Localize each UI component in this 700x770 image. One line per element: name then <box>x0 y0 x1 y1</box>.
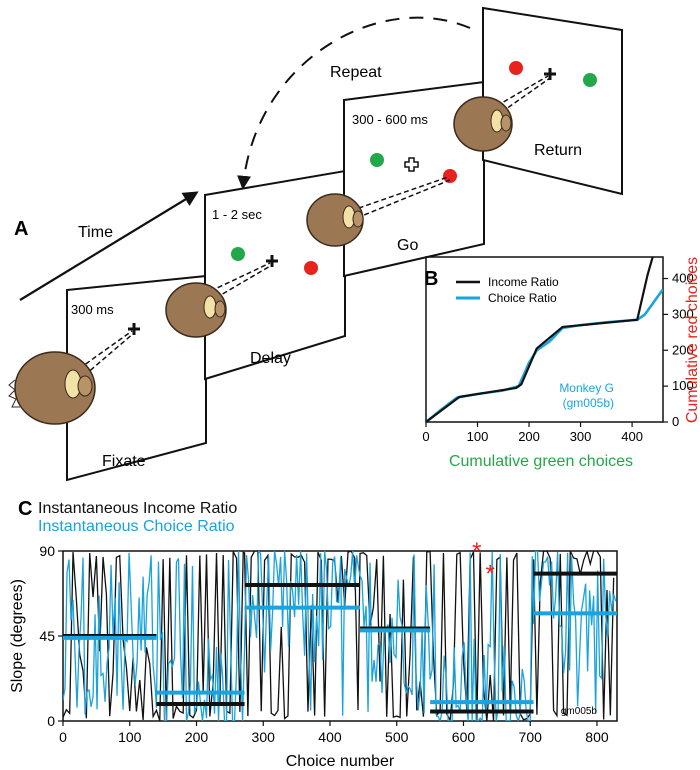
y-tick-label: 300 <box>672 306 694 321</box>
panel-c: C Instantaneous Income Ratio Instantaneo… <box>9 498 618 770</box>
screen-time-label: 300 - 600 ms <box>352 112 428 127</box>
x-tick-label: 300 <box>570 429 592 444</box>
x-tick-label: 100 <box>467 429 489 444</box>
green-target-dot-icon <box>583 73 597 87</box>
green-target-dot-icon <box>370 153 384 167</box>
x-tick-label: 500 <box>385 729 409 745</box>
panel-b-legend: Income Ratio Choice Ratio <box>456 275 559 305</box>
red-target-dot-icon <box>443 169 457 183</box>
asterisk-marker: * <box>472 538 481 565</box>
panel-c-xlabel: Choice number <box>286 753 395 770</box>
y-tick-label: 45 <box>39 628 55 644</box>
instantaneous-choice-ratio-line <box>63 551 617 721</box>
panel-b: B 0 100 200 300 400 0 100 200 300 400 Income Rati… <box>422 256 700 470</box>
panel-c-title-income: Instantaneous Income Ratio <box>38 500 237 517</box>
panel-c-ylabel: Slope (degrees) <box>9 579 26 693</box>
red-target-dot-icon <box>509 61 523 75</box>
fixation-cross-outline-icon <box>404 157 419 172</box>
time-arrow <box>19 191 199 301</box>
y-tick-label: 0 <box>672 414 679 429</box>
repeat-label: Repeat <box>330 64 382 81</box>
panel-c-letter: C <box>18 498 32 520</box>
x-tick-label: 200 <box>185 729 209 745</box>
screen-label: Return <box>534 142 582 159</box>
x-tick-label: 0 <box>59 729 67 745</box>
panel-c-series <box>63 551 617 721</box>
panel-b-xlabel: Cumulative green choices <box>449 453 633 470</box>
panel-c-block-means <box>63 571 617 714</box>
screen-fixate: 300 ms Fixate <box>65 274 207 482</box>
session-annotation: (gm005b) <box>563 396 614 410</box>
screen-return: Return <box>475 6 623 196</box>
panel-b-plot-frame <box>425 256 664 423</box>
x-tick-label: 700 <box>519 729 543 745</box>
x-tick-label: 200 <box>518 429 540 444</box>
green-target-dot-icon <box>231 247 245 261</box>
x-tick-label: 800 <box>585 729 609 745</box>
monkey-head-icon <box>165 282 227 338</box>
legend-income-label: Income Ratio <box>488 275 559 289</box>
screen-go: 300 - 600 ms Go <box>335 80 485 278</box>
x-tick-label: 100 <box>118 729 142 745</box>
screen-label: Delay <box>250 350 291 367</box>
panel-a: A Time Repeat 300 ms Fixate <box>8 6 623 482</box>
monkey-annotation: Monkey G <box>559 381 614 395</box>
instantaneous-income-ratio-line <box>63 551 615 721</box>
x-tick-label: 300 <box>252 729 276 745</box>
x-tick-label: 0 <box>422 429 429 444</box>
choice-ratio-line <box>426 288 663 422</box>
time-label: Time <box>78 224 113 241</box>
x-tick-label: 400 <box>318 729 342 745</box>
screen-time-label: 300 ms <box>71 302 114 317</box>
panel-b-letter: B <box>424 268 438 290</box>
monkey-head-icon <box>306 193 364 247</box>
panel-a-letter: A <box>14 218 28 240</box>
panel-c-ticks: 0 100 200 300 400 500 600 700 800 0 45 90 <box>39 543 608 745</box>
panel-b-ticks: 0 100 200 300 400 0 100 200 300 400 <box>422 271 693 444</box>
y-tick-label: 400 <box>672 271 694 286</box>
legend-choice-label: Choice Ratio <box>488 291 557 305</box>
y-tick-label: 200 <box>672 342 694 357</box>
repeat-arrow <box>237 16 471 190</box>
panel-b-series <box>426 257 663 422</box>
y-tick-label: 90 <box>39 543 55 559</box>
asterisk-marker: * <box>486 560 495 587</box>
screen-time-label: 1 - 2 sec <box>212 207 262 222</box>
x-tick-label: 600 <box>452 729 476 745</box>
panel-c-asterisks: ** <box>472 538 495 588</box>
monkey-head-icon <box>453 96 513 152</box>
income-ratio-line <box>426 257 654 422</box>
red-target-dot-icon <box>304 261 318 275</box>
screen-label: Fixate <box>102 453 146 470</box>
panel-c-session-label: gm005b <box>561 706 598 717</box>
panel-b-ylabel: Cumulative red choices <box>684 257 700 423</box>
screen-label: Go <box>397 237 418 254</box>
y-tick-label: 100 <box>672 378 694 393</box>
y-tick-label: 0 <box>47 713 55 729</box>
panel-c-title-choice: Instantaneous Choice Ratio <box>38 518 235 535</box>
x-tick-label: 400 <box>621 429 643 444</box>
monkey-head-icon <box>8 351 96 425</box>
